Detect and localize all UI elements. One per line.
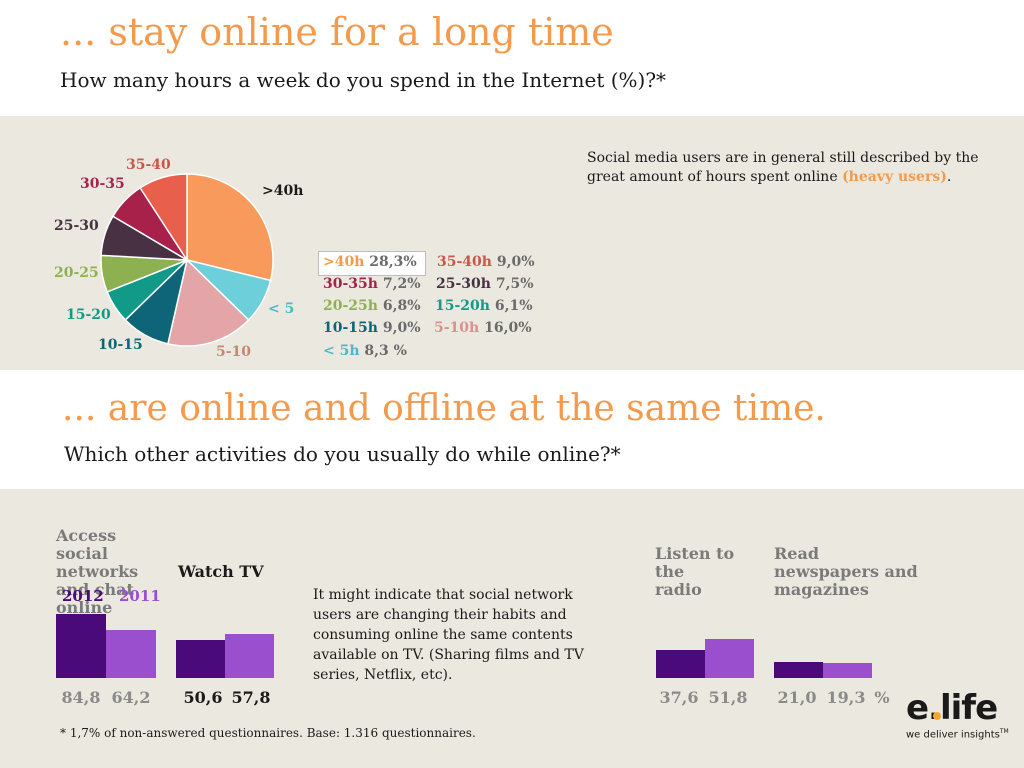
unit-percent: % [874, 688, 890, 707]
bar-tv-2011 [225, 634, 274, 678]
group-newspapers-title: Read newspapers and magazines [774, 544, 918, 599]
callout-wedge-1 [170, 116, 430, 130]
footnote: * 1,7% of non-answered questionnaires. B… [60, 726, 476, 740]
section-1-title: ... stay online for a long time [60, 10, 614, 54]
legend-2011: 2011 [118, 587, 161, 605]
legend-pct: 6,1% [494, 298, 533, 314]
heavy-users-note-text: Social media users are in general still … [587, 150, 979, 185]
section-1-subtitle: How many hours a week do you spend in th… [60, 68, 667, 92]
bar-social-2012 [56, 614, 106, 678]
legend-label: 20-25h [323, 298, 378, 314]
heavy-users-highlight: (heavy users) [842, 169, 947, 185]
bar-group-radio [656, 600, 754, 678]
legend-item-lt5: < 5h 8,3 % [323, 343, 407, 359]
legend-pct: 8,3 % [364, 343, 407, 359]
heavy-users-note: Social media users are in general still … [587, 149, 982, 187]
legend-label: 10-15h [323, 320, 378, 336]
group-social-title: Access social networks and chat online [56, 526, 139, 617]
logo-tagline: we deliver insightsTM [906, 728, 1016, 740]
section-2-title: ... are online and offline at the same t… [62, 388, 826, 429]
legend-2012: 2012 [62, 587, 104, 605]
legend-item-15-20: 15-20h 6,1% [435, 298, 533, 314]
pie-slice-40h [186, 173, 274, 282]
logo-dot-icon [933, 712, 941, 720]
bar-radio-2011 [705, 638, 754, 678]
elife-logo: e.life we deliver insightsTM [906, 690, 1016, 746]
bars-band [0, 489, 1024, 768]
legend-item-30-35: 30-35h 7,2% [323, 276, 421, 292]
legend-pct: 28,3% [369, 254, 417, 270]
value-radio-2011: 51,8 [708, 688, 748, 707]
value-social-2012: 84,8 [61, 688, 101, 707]
group-tv-title: Watch TV [178, 562, 264, 581]
legend-label: < 5h [323, 343, 360, 359]
legend-label: 35-40h [437, 254, 492, 270]
callout-wedge-2 [170, 489, 430, 522]
legend-label: >40h [323, 254, 365, 270]
value-tv-2011: 57,8 [231, 688, 271, 707]
legend-years: 2012 2011 [62, 587, 161, 605]
group-radio-title: Listen to the radio [655, 544, 735, 599]
pie-chart [100, 173, 274, 347]
bar-group-tv [176, 600, 274, 678]
logo-tm: TM [999, 728, 1009, 735]
pie-slice-35-40 [139, 173, 188, 263]
bar-tv-2012 [176, 639, 225, 678]
pie-label-5-10: 5-10 [216, 344, 252, 360]
habits-note: It might indicate that social network us… [313, 587, 584, 683]
legend-item-10-15: 10-15h 9,0% [323, 320, 421, 336]
legend-label: 30-35h [323, 276, 378, 292]
legend-gt40-box [318, 251, 426, 276]
bar-newspapers-2012 [774, 662, 823, 678]
pie-label-20-25: 20-25 [54, 265, 99, 281]
heavy-users-note-end: . [946, 169, 952, 185]
bar-group-social [56, 600, 156, 678]
legend-label: 15-20h [435, 298, 490, 314]
bar-newspapers-2011 [823, 663, 872, 678]
legend-pct: 7,2% [382, 276, 421, 292]
legend-item-gt40: >40h 28,3% [323, 254, 417, 270]
value-tv-2012: 50,6 [183, 688, 223, 707]
logo-brand: e.life [906, 688, 998, 728]
pie-label-gt40: >40h [262, 183, 304, 199]
legend-pct: 16,0% [484, 320, 532, 336]
legend-pct: 6,8% [382, 298, 421, 314]
bar-radio-2012 [656, 649, 705, 678]
value-radio-2012: 37,6 [659, 688, 699, 707]
legend-label: 25-30h [436, 276, 491, 292]
section-2-subtitle: Which other activities do you usually do… [64, 442, 621, 466]
pie-label-25-30: 25-30 [54, 218, 99, 234]
pie-label-10-15: 10-15 [98, 337, 143, 353]
legend-label: 5-10h [434, 320, 480, 336]
pie-label-15-20: 15-20 [66, 307, 111, 323]
pie-label-lt5: < 5 [268, 301, 295, 317]
legend-pct: 9,0% [382, 320, 421, 336]
legend-pct: 7,5% [495, 276, 534, 292]
value-newspapers-2012: 21,0 [777, 688, 817, 707]
value-newspapers-2011: 19,3 [826, 688, 866, 707]
legend-item-5-10: 5-10h 16,0% [434, 320, 532, 336]
pie-label-35-40: 35-40 [126, 157, 171, 173]
value-social-2011: 64,2 [111, 688, 151, 707]
legend-item-25-30: 25-30h 7,5% [436, 276, 534, 292]
pie-label-30-35: 30-35 [80, 176, 125, 192]
bar-group-newspapers [774, 600, 872, 678]
legend-item-35-40: 35-40h 9,0% [437, 254, 535, 270]
legend-pct: 9,0% [496, 254, 535, 270]
legend-item-20-25: 20-25h 6,8% [323, 298, 421, 314]
logo-tagline-text: we deliver insights [906, 729, 1000, 741]
bar-social-2011 [106, 629, 156, 678]
pie-slice-5-10 [167, 258, 250, 347]
